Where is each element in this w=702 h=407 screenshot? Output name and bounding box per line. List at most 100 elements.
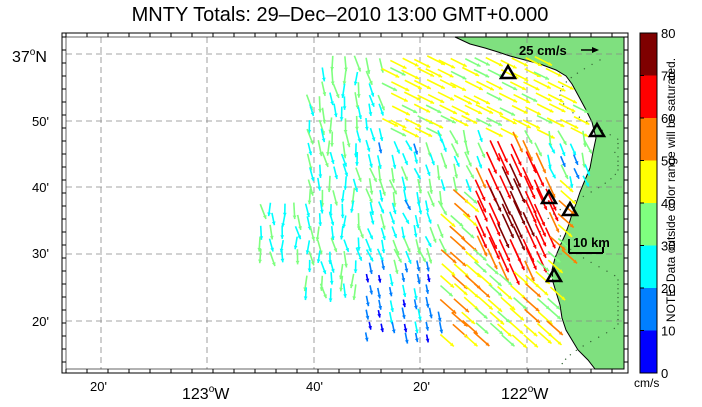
current-vector-arrow [511, 104, 528, 115]
current-vector-arrow [508, 163, 522, 188]
current-vector-arrow [524, 225, 537, 249]
current-vector-arrow [405, 140, 413, 152]
current-vector-arrow [417, 178, 423, 194]
coast-texture-dot [559, 90, 562, 92]
triangle-station-icon [560, 200, 580, 217]
current-vector-arrow [498, 92, 518, 103]
frame-ticks [62, 33, 628, 373]
current-vector-arrow [464, 199, 480, 213]
coast-texture-dot [599, 59, 601, 61]
current-vector-arrow [414, 127, 433, 138]
current-vector-arrow [304, 203, 311, 218]
current-vector-arrow [513, 93, 531, 104]
current-vector-arrow [349, 273, 355, 289]
current-vector-arrow [437, 311, 442, 322]
current-vector-arrow [318, 96, 322, 113]
current-vector-arrow [524, 190, 537, 215]
current-vector-arrow [343, 250, 348, 268]
coast-texture-dot [617, 164, 619, 167]
current-vector-arrow [401, 104, 418, 114]
current-vector-arrow [450, 82, 467, 92]
current-vector-arrow [356, 237, 361, 251]
current-vector-arrow [476, 80, 495, 91]
current-vector-arrow [377, 201, 385, 214]
current-vector-arrow [341, 83, 346, 98]
current-vector-arrow [271, 212, 276, 226]
current-vector-arrow [523, 175, 536, 200]
current-vector-arrow [403, 323, 408, 333]
current-vector-arrow [486, 117, 503, 127]
current-vector-arrow [463, 191, 478, 204]
current-vector-arrow [389, 211, 395, 225]
current-vector-arrow [388, 286, 393, 297]
current-vector-arrow [461, 311, 476, 325]
current-vector-arrow [425, 284, 430, 294]
current-vector-arrow [438, 238, 447, 254]
current-vector-arrow [425, 200, 430, 213]
current-vector-arrow [464, 284, 479, 299]
distance-scale-label: 10 km [573, 235, 610, 250]
colorbar-tick-label: 60 [661, 111, 675, 126]
current-vector-arrow [353, 71, 359, 86]
current-vector-arrow [500, 59, 517, 69]
lat-label-40: 40' [32, 180, 49, 195]
current-vector-arrow [426, 274, 431, 283]
current-vector-arrow [413, 58, 431, 69]
current-vector-arrow [369, 201, 375, 216]
current-vector-arrow [429, 226, 437, 243]
radar-stations [498, 63, 607, 283]
current-vector-arrow [381, 82, 398, 92]
current-vector-arrow [413, 151, 419, 164]
current-vector-arrow [426, 212, 432, 224]
current-vector-arrow [440, 114, 457, 124]
current-vector-arrow [344, 56, 348, 72]
colorbar-segment [640, 33, 657, 76]
current-vector-arrow [353, 55, 362, 72]
coast-texture-dot [617, 301, 619, 303]
coast-texture-dot [578, 116, 581, 118]
current-vector-arrow [389, 300, 395, 313]
coast-texture-dot [572, 112, 574, 114]
current-vector-arrow [475, 167, 487, 189]
coast-texture-dot [606, 270, 608, 272]
colorbar-tick-label: 10 [661, 324, 675, 339]
coast-texture-dot [617, 296, 619, 299]
coast-texture-dot [561, 362, 563, 365]
current-vector-arrow [369, 127, 376, 142]
current-vector-arrow [525, 283, 542, 298]
colorbar-segment [640, 160, 657, 203]
current-vector-arrow [330, 226, 335, 241]
current-vector-arrow [524, 129, 533, 145]
current-vector-arrow [413, 288, 418, 300]
current-vector-arrow [487, 298, 503, 313]
current-vector-arrow [497, 323, 512, 337]
current-vector-arrow [573, 167, 580, 180]
current-vector-arrow [404, 199, 412, 211]
current-vector-arrow [306, 128, 314, 145]
current-vector-arrow [462, 213, 478, 227]
coast-texture-dot [590, 340, 592, 343]
current-vector-arrow [450, 57, 468, 68]
current-vector-arrow [296, 214, 302, 231]
current-vector-arrow [404, 262, 409, 273]
current-vector-arrow [380, 227, 386, 241]
current-vector-arrow [380, 213, 386, 230]
current-vector-arrow [391, 105, 411, 116]
current-vector-arrow [440, 179, 446, 191]
current-vector-arrow [352, 178, 359, 193]
current-vector-arrow [509, 321, 524, 335]
current-vector-arrow [368, 321, 372, 330]
current-vector-arrow [416, 273, 421, 285]
current-vector-arrow [557, 80, 574, 91]
current-vector-arrow [344, 131, 351, 148]
current-vector-arrow [524, 199, 537, 224]
current-vector-arrow [355, 115, 359, 131]
current-vector-arrow [402, 57, 419, 67]
current-vector-arrow [393, 248, 403, 263]
current-vector-arrow [464, 151, 473, 167]
coast-texture-dot [617, 142, 619, 145]
coast-texture-dot [583, 68, 586, 70]
current-vector-arrow [513, 296, 528, 310]
current-vector-arrow [436, 223, 444, 238]
lat-label-30: 30' [32, 246, 49, 261]
